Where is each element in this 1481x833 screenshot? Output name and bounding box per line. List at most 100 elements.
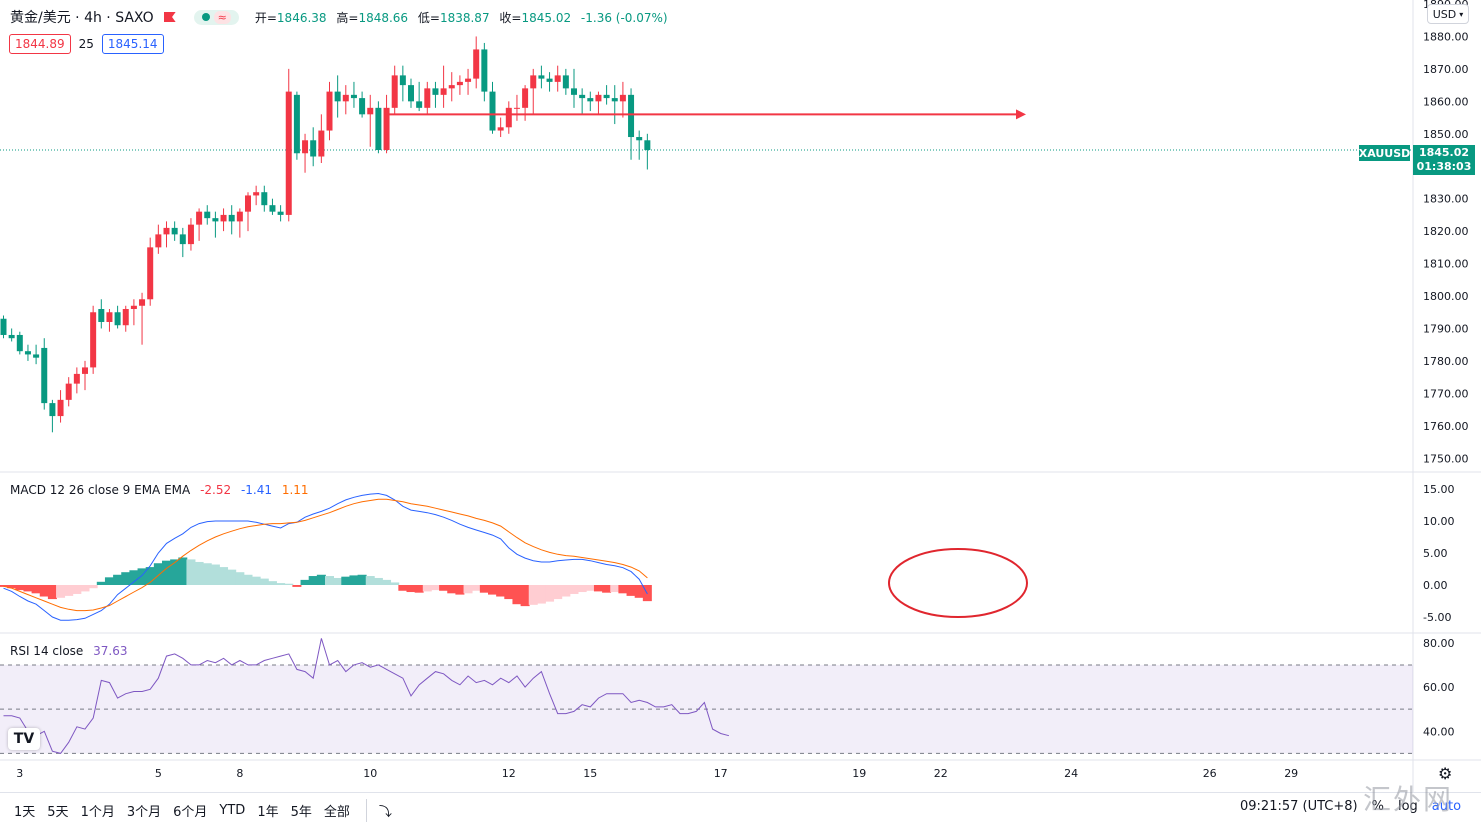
macd-histogram-bar <box>23 585 33 592</box>
candle-body <box>522 88 529 108</box>
macd-histogram-bar <box>504 585 514 600</box>
candle <box>245 192 251 232</box>
macd-histogram-bar <box>72 585 82 594</box>
range-1y[interactable]: 1年 <box>257 805 279 820</box>
candle <box>440 65 447 108</box>
percent-toggle[interactable]: % <box>1371 799 1384 814</box>
axes-labels: 1750.001760.001770.001780.001790.001800.… <box>16 0 1468 780</box>
range-ytd[interactable]: YTD <box>219 803 246 818</box>
macd-histogram-bar <box>153 563 163 585</box>
log-toggle[interactable]: log <box>1397 799 1418 814</box>
time-tick-label: 24 <box>1064 767 1078 780</box>
candle-body <box>342 94 349 102</box>
candle <box>139 292 146 345</box>
range-1m[interactable]: 1个月 <box>80 805 115 820</box>
macd-histogram-bar <box>463 585 473 594</box>
range-3m[interactable]: 3个月 <box>126 805 162 820</box>
time-tick-label: 19 <box>852 767 866 780</box>
candle-body <box>187 224 194 245</box>
macd-histogram-bar <box>577 585 587 593</box>
high-label: 高= <box>336 10 359 25</box>
candle-body <box>538 75 545 79</box>
candle <box>196 208 203 241</box>
range-5d[interactable]: 5天 <box>47 805 69 820</box>
candle-body <box>603 94 610 99</box>
macd-histogram-bar <box>129 570 139 585</box>
clock-timezone[interactable]: 09:21:57 (UTC+8) <box>1240 799 1358 814</box>
currency-label: USD <box>1432 7 1457 21</box>
macd-histogram-bar <box>276 583 286 585</box>
tradingview-logo[interactable]: TV <box>8 728 40 750</box>
macd-histogram-bar <box>414 585 424 593</box>
macd-histogram-bar <box>593 585 603 592</box>
candle-body <box>122 309 129 326</box>
close-label: 收= <box>499 10 522 25</box>
candle <box>456 75 463 95</box>
ask-price[interactable]: 1845.14 <box>101 34 164 54</box>
rsi-value: 37.63 <box>93 644 128 658</box>
signal-line <box>3 498 648 612</box>
macd-histogram <box>0 557 652 607</box>
time-tick-label: 10 <box>363 767 377 780</box>
bid-price[interactable]: 1844.89 <box>9 34 71 54</box>
candle <box>513 94 520 121</box>
pane-separators <box>0 0 1481 792</box>
macd-histogram-bar <box>137 568 147 585</box>
candle <box>399 65 406 102</box>
candle <box>595 91 602 115</box>
macd-histogram-bar <box>406 585 416 593</box>
candle-body <box>636 137 643 141</box>
currency-select[interactable]: USD ▾ <box>1427 4 1469 24</box>
candle <box>82 360 88 391</box>
candle-body <box>391 75 398 108</box>
rsi-tick-label: 80.00 <box>1423 637 1455 650</box>
macd-lines <box>3 492 1028 621</box>
macd-histogram-bar <box>178 557 188 585</box>
candle <box>408 78 414 108</box>
candle <box>489 81 496 134</box>
macd-histogram-bar <box>210 564 220 585</box>
flag-icon[interactable] <box>163 12 176 22</box>
auto-toggle[interactable]: auto <box>1431 799 1462 814</box>
candle <box>204 205 211 225</box>
time-tick-label: 3 <box>16 767 23 780</box>
price-tick-label: 1770.00 <box>1423 387 1469 400</box>
candle-body <box>220 214 227 222</box>
low-label: 低= <box>417 10 440 25</box>
close-value: 1845.02 <box>521 10 572 25</box>
macd-histogram-bar <box>267 581 277 585</box>
candle-body <box>465 78 472 82</box>
symbol-legend[interactable]: 黄金/美元 · 4h · SAXO ≈ 开=1846.38 高=1848.66 … <box>10 6 674 28</box>
candle <box>65 377 72 407</box>
macd-histogram-bar <box>145 567 155 585</box>
candle <box>57 390 64 423</box>
macd-histogram-bar <box>536 585 546 604</box>
candle <box>603 85 610 105</box>
range-all[interactable]: 全部 <box>323 805 350 820</box>
macd-histogram-bar <box>333 577 343 585</box>
macd-histogram-bar <box>170 559 180 585</box>
candle <box>367 94 374 147</box>
range-6m[interactable]: 6个月 <box>173 805 208 820</box>
macd-histogram-bar <box>219 567 229 585</box>
rsi-legend[interactable]: RSI 14 close 37.63 <box>10 644 128 658</box>
candle-body <box>644 140 651 151</box>
range-1d[interactable]: 1天 <box>14 805 36 820</box>
market-status-pill[interactable]: ≈ <box>193 9 239 25</box>
gear-icon[interactable]: ⚙ <box>1438 764 1453 783</box>
macd-histogram-bar <box>243 574 253 585</box>
macd-histogram-bar <box>235 572 245 585</box>
candle <box>636 130 643 160</box>
candle-body <box>130 305 137 310</box>
candle <box>571 68 577 108</box>
symbol-title[interactable]: 黄金/美元 · 4h · SAXO <box>10 10 154 26</box>
candle <box>16 331 23 355</box>
candle <box>375 101 382 154</box>
goto-date-icon[interactable]: ⤵ <box>365 799 396 822</box>
range-5y[interactable]: 5年 <box>290 805 312 820</box>
candle-body <box>611 98 618 102</box>
candle-body <box>212 218 219 222</box>
macd-legend[interactable]: MACD 12 26 close 9 EMA EMA -2.52 -1.41 1… <box>10 483 309 497</box>
high-value: 1848.66 <box>358 10 409 25</box>
